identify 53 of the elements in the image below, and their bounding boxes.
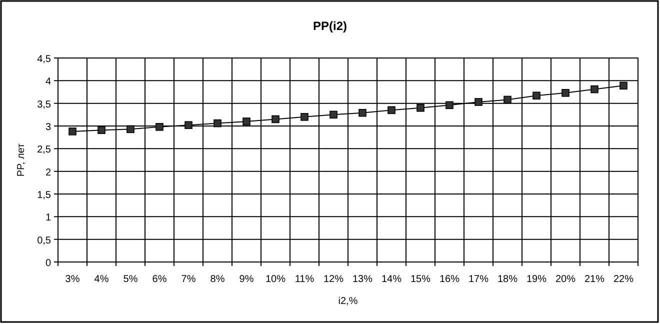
x-tick-label: 22% xyxy=(613,274,634,285)
y-tick-label: 4,5 xyxy=(37,54,52,65)
point xyxy=(532,92,540,100)
y-tick-label: 0 xyxy=(45,258,52,269)
point xyxy=(98,126,106,134)
x-tick-label: 19% xyxy=(526,274,547,285)
point xyxy=(446,101,454,110)
y-tick-label: 1,5 xyxy=(37,190,52,201)
point xyxy=(330,110,338,119)
point xyxy=(214,119,222,128)
point xyxy=(156,123,164,131)
x-tick-label: 6% xyxy=(152,274,167,285)
x-tick-label: 3% xyxy=(65,274,80,285)
point xyxy=(562,89,570,97)
y-tick-label: 1 xyxy=(45,212,52,224)
x-tick-label: 15% xyxy=(410,274,431,285)
x-tick-label: 14% xyxy=(381,274,402,285)
x-tick-label: 10% xyxy=(265,274,286,285)
x-tick-label: 13% xyxy=(352,274,373,285)
y-tick-label: 2,5 xyxy=(37,144,52,156)
x-tick-label: 7% xyxy=(181,274,196,285)
y-tick-label: 4 xyxy=(45,76,52,88)
point xyxy=(504,96,512,104)
y-tick-label: 0,5 xyxy=(37,235,52,246)
x-tick-label: 20% xyxy=(555,274,576,285)
point xyxy=(388,106,396,114)
x-tick-label: 12% xyxy=(323,274,344,285)
x-tick-label: 21% xyxy=(584,274,605,285)
x-axis-title: i2,% xyxy=(338,296,358,307)
point xyxy=(272,115,280,124)
y-tick-label: 3 xyxy=(45,122,52,133)
point xyxy=(590,85,598,94)
point xyxy=(474,98,482,106)
point xyxy=(620,82,628,90)
x-tick-label: 11% xyxy=(294,274,314,285)
x-tick-label: 5% xyxy=(123,274,138,285)
x-tick-label: 18% xyxy=(497,274,518,285)
chart-title: PP(i2) xyxy=(312,19,348,33)
point xyxy=(300,113,308,121)
x-tick-label: 17% xyxy=(468,274,489,285)
y-tick-label: 2 xyxy=(45,167,52,178)
point xyxy=(242,118,250,126)
x-tick-label: 8% xyxy=(210,274,225,285)
x-tick-label: 4% xyxy=(94,274,109,285)
point xyxy=(416,104,424,112)
point xyxy=(126,125,134,134)
point xyxy=(68,128,76,136)
y-axis-title: PP, лет xyxy=(16,142,27,177)
y-tick-label: 3,5 xyxy=(37,99,52,110)
x-tick-label: 9% xyxy=(239,274,254,285)
x-tick-label: 16% xyxy=(439,274,460,285)
point xyxy=(184,121,192,129)
point xyxy=(358,108,366,117)
